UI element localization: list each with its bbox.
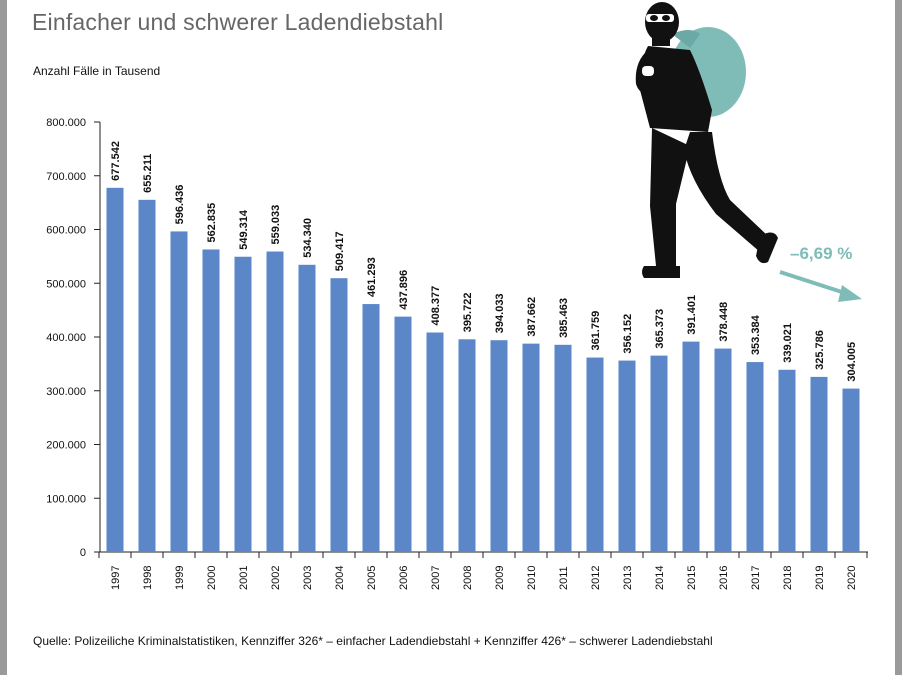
value-label-2013: 356.152 [622,314,634,354]
x-tick-label-2000: 2000 [206,566,218,590]
x-tick-label-2010: 2010 [526,566,538,590]
bar-2010 [522,343,540,552]
bar-2016 [714,348,732,552]
y-tick-label: 800.000 [46,117,86,129]
bar-2004 [330,278,348,552]
bar-1999 [170,231,188,552]
chart-subtitle: Einfacher und schwerer Ladendiebstahl [32,9,444,35]
x-tick-label-2004: 2004 [334,566,346,590]
bar-2006 [394,316,412,552]
x-tick-label-2006: 2006 [398,566,410,590]
value-label-2007: 408.377 [430,286,442,326]
bar-2017 [746,362,764,552]
value-label-2016: 378.448 [718,302,730,342]
value-label-2009: 394.033 [494,293,506,333]
bar-2000 [202,249,220,552]
y-tick-label: 0 [80,547,86,559]
bar-2015 [682,341,700,552]
change-percentage-label: –6,69 % [790,244,853,263]
x-tick-label-1999: 1999 [174,566,186,590]
frame-left [0,0,7,675]
value-label-1997: 677.542 [110,141,122,181]
thief-with-sack-icon [635,2,778,278]
trend-arrow-icon [779,270,862,302]
bar-1997 [106,187,124,553]
x-tick-label-2008: 2008 [462,566,474,590]
value-label-1999: 596.436 [174,185,186,225]
x-tick-label-1998: 1998 [142,566,154,590]
bar-2020 [842,388,860,552]
value-label-2017: 353.384 [750,314,762,355]
bar-2019 [810,376,828,552]
bar-2013 [618,360,636,552]
x-tick-label-2007: 2007 [430,566,442,590]
frame-right [895,0,902,675]
value-label-2015: 391.401 [686,295,698,335]
x-tick-label-2012: 2012 [590,566,602,590]
value-label-2018: 339.021 [782,323,794,363]
x-tick-label-2013: 2013 [622,566,634,590]
value-label-2012: 361.759 [590,311,602,351]
bar-2007 [426,332,444,552]
bar-2018 [778,369,796,552]
value-label-2010: 387.662 [526,297,538,337]
value-label-2001: 549.314 [238,209,250,250]
y-axis: 0 100.000 200.000 300.000 400.000 500.000 600.… [46,117,101,559]
x-tick-label-1997: 1997 [110,566,122,590]
x-tick-label-2016: 2016 [718,566,730,590]
y-tick-label: 400.000 [46,332,86,344]
x-tick-label-2020: 2020 [846,566,858,590]
value-label-2002: 559.033 [270,205,282,245]
bar-1998 [138,199,156,552]
value-label-2020: 304.005 [846,342,858,382]
value-label-2004: 509.417 [334,231,346,271]
bar-2009 [490,340,508,552]
x-tick-label-2014: 2014 [654,566,666,590]
bar-2011 [554,344,572,552]
x-tick-label-2009: 2009 [494,566,506,590]
source-note: Quelle: Polizeiliche Kriminalstatistiken… [33,634,713,648]
bar-2002 [266,251,284,552]
x-tick-label-2015: 2015 [686,566,698,590]
x-tick-label-2005: 2005 [366,566,378,590]
value-label-2011: 385.463 [558,298,570,338]
value-label-2003: 534.340 [302,218,314,258]
x-tick-labels: 1997 1998 1999 2000 2001 2002 2003 2004 2005 2006… [110,566,858,590]
value-label-2014: 365.373 [654,309,666,349]
value-label-2005: 461.293 [366,257,378,297]
y-tick-label: 700.000 [46,171,86,183]
bar-2008 [458,339,476,552]
x-axis [98,551,868,558]
value-label-2006: 437.896 [398,270,410,310]
value-label-2000: 562.835 [206,203,218,243]
value-label-2008: 395.722 [462,293,474,333]
bar-2001 [234,256,252,552]
x-tick-label-2002: 2002 [270,566,282,590]
x-tick-label-2011: 2011 [558,566,570,590]
x-tick-label-2019: 2019 [814,566,826,590]
y-axis-label: Anzahl Fälle in Tausend [33,64,161,78]
y-tick-label: 300.000 [46,386,86,398]
bar-2014 [650,355,668,552]
x-tick-label-2018: 2018 [782,566,794,590]
x-tick-label-2001: 2001 [238,566,250,590]
bar-2012 [586,357,604,552]
y-tick-label: 600.000 [46,225,86,237]
value-labels: 677.542 655.211 596.436 562.835 549.314 559.0… [110,141,858,382]
bar-2005 [362,304,380,552]
x-tick-label-2003: 2003 [302,566,314,590]
value-label-1998: 655.211 [142,154,154,193]
y-tick-label: 500.000 [46,278,86,290]
x-tick-label-2017: 2017 [750,566,762,590]
y-tick-label: 200.000 [46,440,86,452]
y-tick-label: 100.000 [46,493,86,505]
value-label-2019: 325.786 [814,330,826,370]
bars [106,187,860,553]
bar-2003 [298,264,316,552]
